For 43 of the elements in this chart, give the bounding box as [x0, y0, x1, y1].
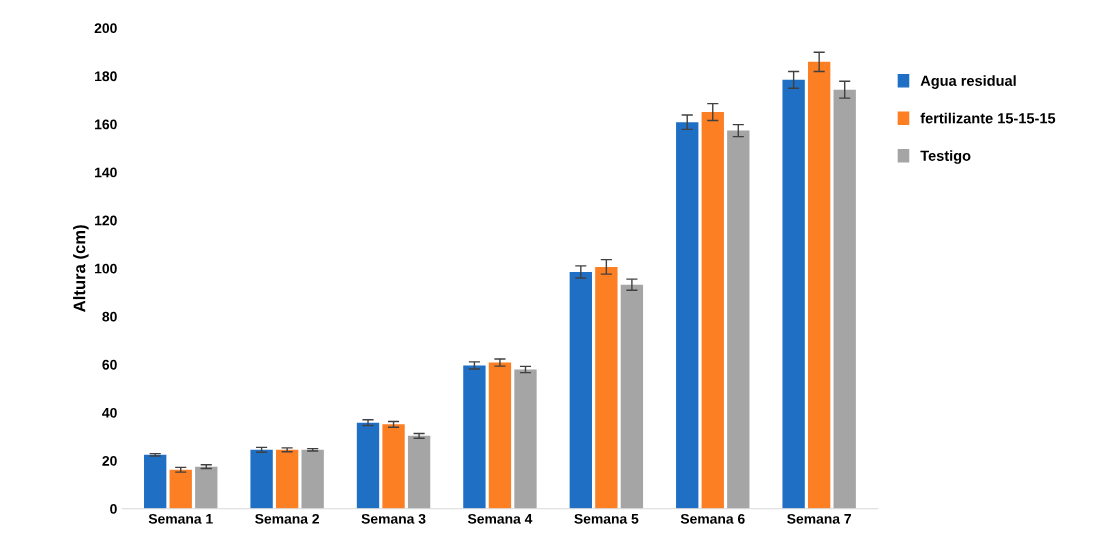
bar	[514, 369, 537, 509]
y-tick-label: 40	[102, 407, 117, 418]
x-tick-label: Semana 2	[255, 513, 320, 524]
bar	[676, 122, 699, 509]
y-tick-label: 0	[110, 504, 117, 514]
legend-label: Agua residual	[920, 75, 1016, 89]
bar	[356, 422, 380, 509]
bar	[382, 424, 405, 509]
bar	[407, 435, 431, 509]
bar	[275, 449, 299, 509]
y-tick-label: 60	[102, 359, 117, 370]
bar	[301, 449, 324, 509]
y-tick-label: 80	[102, 311, 117, 322]
y-tick-label: 200	[94, 23, 117, 34]
bar	[488, 362, 512, 509]
bar	[195, 466, 218, 509]
y-tick-label: 160	[95, 119, 117, 130]
bar	[569, 271, 592, 509]
bar	[463, 365, 486, 509]
legend-label: Testigo	[920, 150, 971, 164]
legend-label: fertilizante 15-15-15	[920, 112, 1056, 124]
x-tick-label: Semana 5	[574, 513, 639, 524]
x-tick-label: Semana 6	[680, 513, 745, 524]
y-axis-title: Altura (cm)	[73, 225, 89, 312]
x-tick-label: Semana 3	[361, 513, 426, 524]
bar	[727, 130, 750, 509]
bar	[701, 112, 724, 509]
y-tick-label: 180	[95, 71, 117, 82]
y-tick-label: 100	[95, 263, 117, 274]
bar	[807, 61, 831, 509]
bar	[144, 454, 167, 509]
y-tick-label: 120	[95, 215, 117, 226]
y-tick-label: 140	[95, 167, 117, 178]
x-tick-label: Semana 7	[787, 513, 851, 524]
y-tick-label: 20	[102, 455, 117, 466]
x-tick-label: Semana 4	[467, 513, 533, 524]
x-tick-label: Semana 1	[148, 513, 213, 524]
bar	[833, 89, 856, 509]
bar	[620, 284, 644, 509]
bar	[595, 266, 618, 509]
bar	[250, 449, 273, 509]
bar	[782, 79, 805, 509]
bar	[169, 469, 192, 509]
